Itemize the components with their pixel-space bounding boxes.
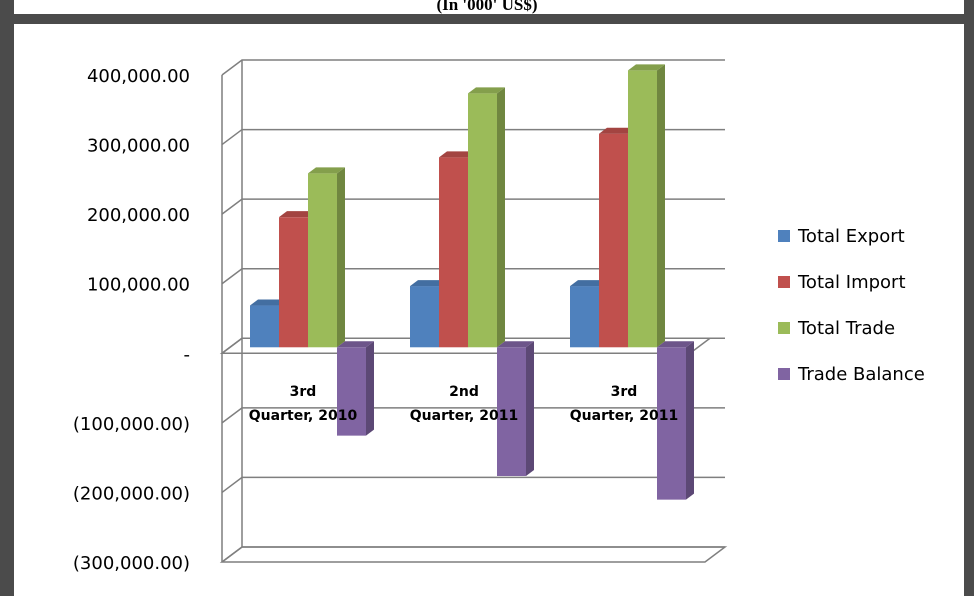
bar-top bbox=[657, 341, 694, 348]
legend-swatch bbox=[778, 368, 790, 380]
bar-trade-balance bbox=[497, 341, 534, 476]
legend-swatch bbox=[778, 276, 790, 288]
bar-top bbox=[279, 211, 316, 218]
y-tick-label: 200,000.00 bbox=[87, 205, 190, 226]
legend-label: Total Import bbox=[797, 272, 906, 293]
bar-total-trade bbox=[308, 167, 345, 348]
bar-front bbox=[657, 347, 686, 500]
bar-total-trade bbox=[628, 64, 665, 348]
bar-front bbox=[410, 286, 439, 348]
bar-side bbox=[337, 167, 345, 348]
bar-top bbox=[250, 299, 287, 306]
bar-trade-balance bbox=[337, 341, 374, 436]
category-labels: 3rd Quarter, 2010 2nd Quarter, 2011 3rd Quart… bbox=[249, 384, 678, 424]
frame-top-border bbox=[0, 14, 974, 24]
bar-trade-balance bbox=[657, 341, 694, 500]
frame-left-border bbox=[0, 0, 14, 596]
legend-label: Total Trade bbox=[797, 318, 895, 339]
y-tick-label: - bbox=[184, 344, 191, 365]
bar-front bbox=[250, 305, 279, 348]
category-label: 3rd Quarter, 2010 bbox=[249, 384, 358, 424]
bar-front bbox=[468, 93, 497, 348]
y-tick-label: 400,000.00 bbox=[87, 66, 190, 87]
bar-front bbox=[497, 347, 526, 476]
bar-top bbox=[599, 127, 636, 134]
frame-right-border bbox=[964, 0, 974, 596]
y-tick-label: 300,000.00 bbox=[87, 136, 190, 157]
bar-top bbox=[308, 167, 345, 174]
bar-side bbox=[366, 341, 374, 436]
bar-side bbox=[526, 341, 534, 476]
bar-top bbox=[628, 64, 665, 71]
category-label: 3rd Quarter, 2011 bbox=[570, 384, 678, 424]
bar-top bbox=[439, 151, 476, 158]
bar-front bbox=[570, 286, 599, 348]
bar-side bbox=[686, 341, 694, 500]
bar-side bbox=[657, 64, 665, 348]
y-tick-label: 100,000.00 bbox=[87, 275, 190, 296]
bar-front bbox=[439, 157, 468, 348]
bar-top bbox=[410, 280, 447, 287]
bar-total-trade bbox=[468, 87, 505, 348]
bar-front bbox=[308, 173, 337, 348]
bar-front bbox=[599, 133, 628, 348]
legend-swatch bbox=[778, 322, 790, 334]
bar-side bbox=[497, 87, 505, 348]
bar-front bbox=[279, 217, 308, 348]
bar-top bbox=[570, 280, 607, 287]
y-tick-label: (100,000.00) bbox=[73, 414, 190, 435]
bar-front bbox=[337, 347, 366, 436]
chart-title: (In '000' US$) bbox=[436, 0, 538, 14]
bar-top bbox=[468, 87, 505, 94]
legend-label: Total Export bbox=[797, 226, 905, 247]
legend-label: Trade Balance bbox=[797, 364, 925, 385]
gridline bbox=[221, 546, 725, 563]
category-label: 2nd Quarter, 2011 bbox=[410, 384, 518, 424]
bar-top bbox=[497, 341, 534, 348]
legend: Total Export Total Import Total Trade Trade… bbox=[778, 226, 925, 385]
bar-front bbox=[628, 70, 657, 348]
chart-floor bbox=[219, 546, 728, 563]
legend-swatch bbox=[778, 230, 790, 242]
bar-top bbox=[337, 341, 374, 348]
gridline bbox=[221, 476, 725, 494]
y-tick-label: (300,000.00) bbox=[73, 553, 190, 574]
gridlines bbox=[219, 59, 728, 563]
y-tick-label: (200,000.00) bbox=[73, 483, 190, 504]
bars bbox=[250, 64, 694, 500]
y-axis-tick-labels: 400,000.00 300,000.00 200,000.00 100,000.00… bbox=[73, 66, 190, 574]
